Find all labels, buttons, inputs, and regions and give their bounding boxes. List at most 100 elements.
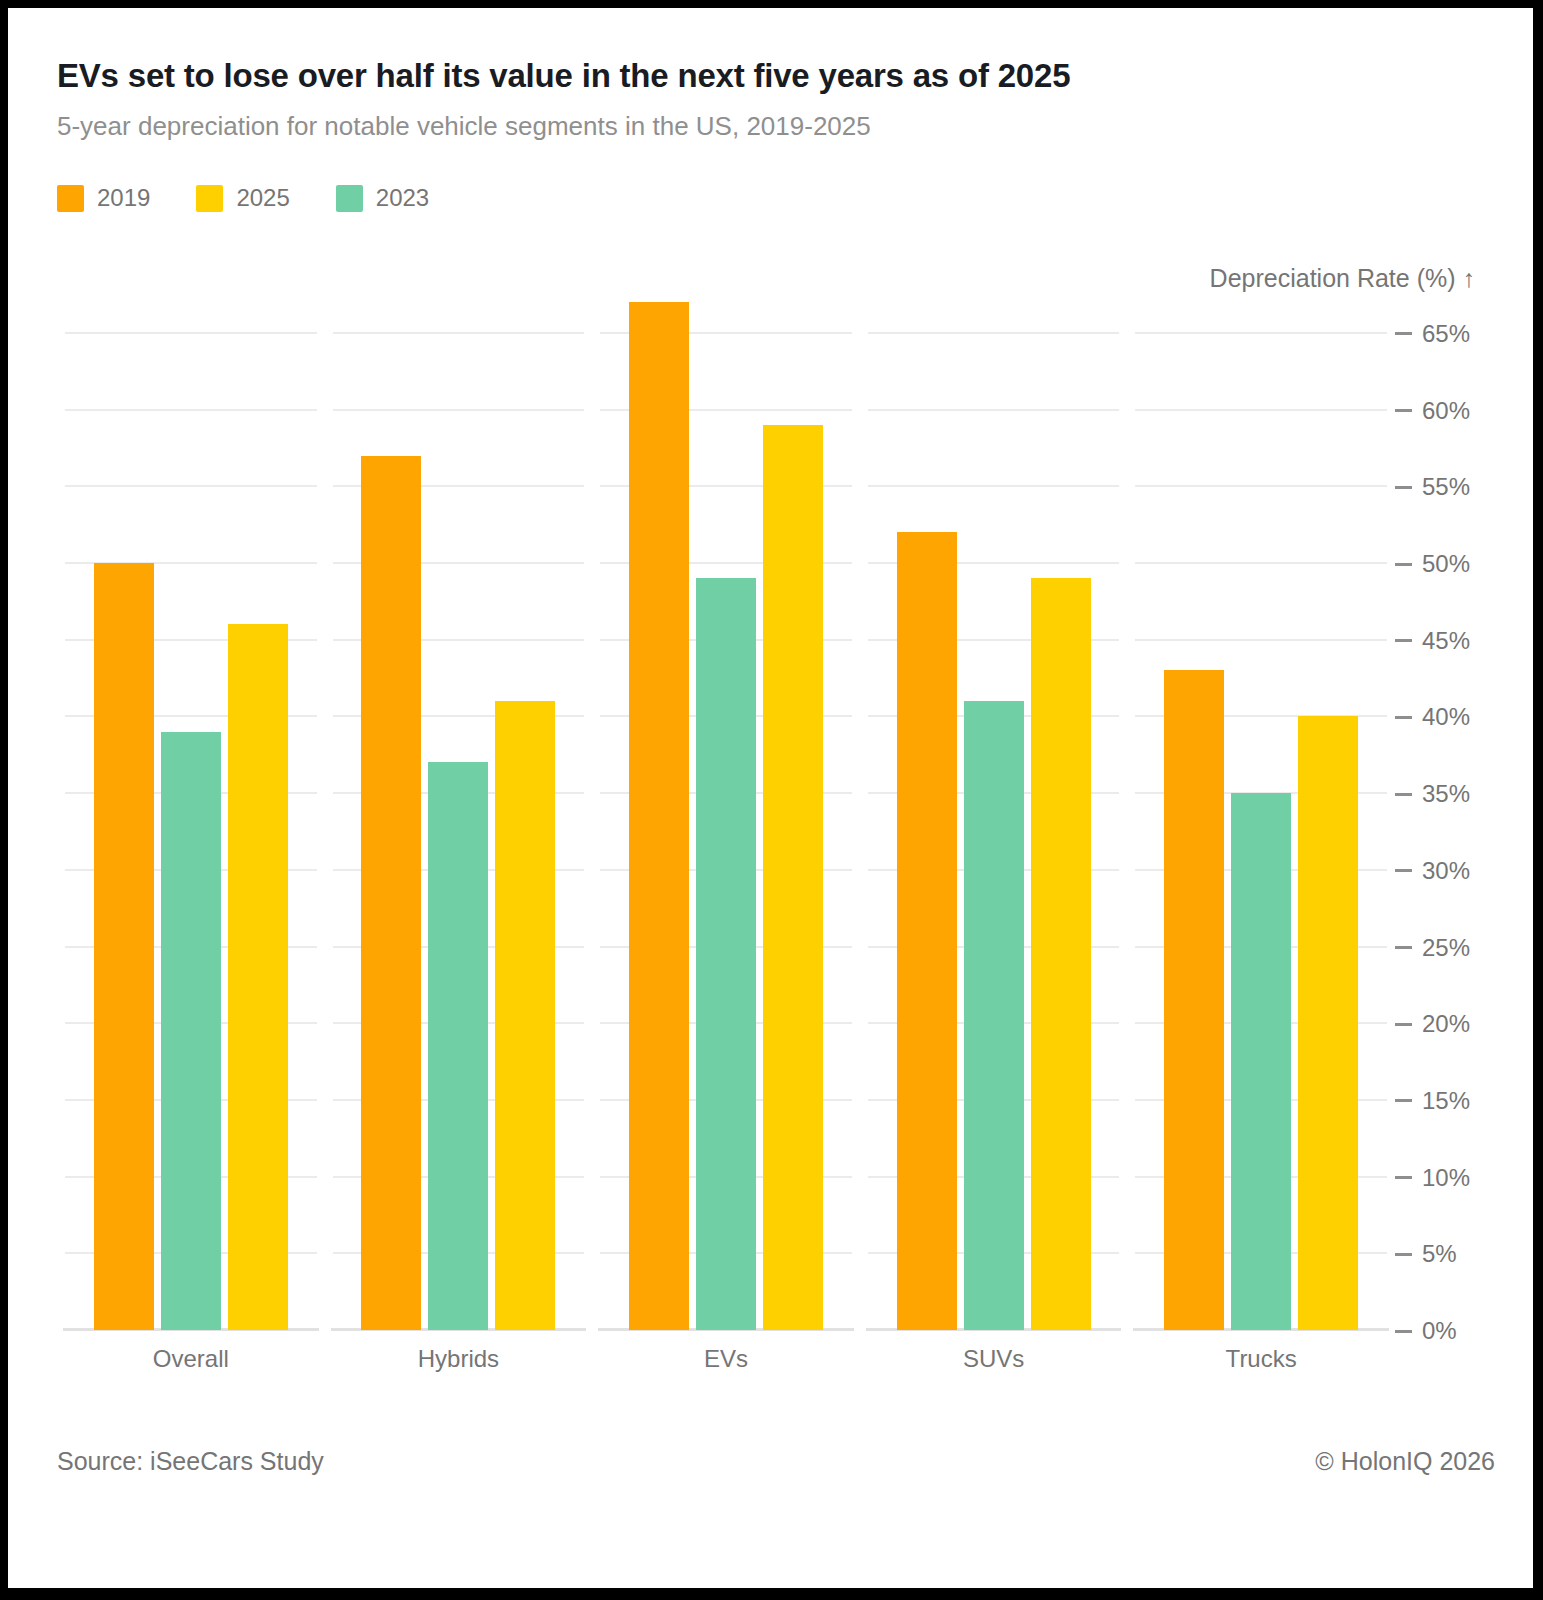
gridline bbox=[1135, 639, 1387, 641]
tick-label: 55% bbox=[1422, 473, 1470, 501]
legend-label: 2025 bbox=[236, 184, 289, 212]
gridline bbox=[868, 485, 1120, 487]
tick-mark bbox=[1395, 1253, 1412, 1256]
gridline bbox=[868, 332, 1120, 334]
bar-2025-evs[interactable] bbox=[763, 425, 823, 1330]
category-group-trucks bbox=[1127, 256, 1395, 1331]
legend-label: 2023 bbox=[376, 184, 429, 212]
tick-label: 25% bbox=[1422, 934, 1470, 962]
legend-swatch-2025 bbox=[196, 185, 223, 212]
gridline bbox=[65, 485, 317, 487]
bar-2023-overall[interactable] bbox=[161, 732, 221, 1330]
category-group-suvs bbox=[860, 256, 1128, 1331]
bar-group bbox=[860, 532, 1128, 1330]
y-axis-tick-0: 0% bbox=[1395, 1317, 1457, 1345]
tick-label: 15% bbox=[1422, 1087, 1470, 1115]
bar-2023-suvs[interactable] bbox=[964, 701, 1024, 1330]
category-group-hybrids bbox=[325, 256, 593, 1331]
y-axis-title: Depreciation Rate (%) ↑ bbox=[1210, 264, 1475, 293]
y-axis-tick-65: 65% bbox=[1395, 320, 1470, 348]
tick-label: 35% bbox=[1422, 780, 1470, 808]
bar-2019-suvs[interactable] bbox=[897, 532, 957, 1330]
source-note: Source: iSeeCars Study bbox=[57, 1447, 324, 1476]
x-axis-label-hybrids: Hybrids bbox=[325, 1345, 593, 1373]
y-axis-tick-35: 35% bbox=[1395, 780, 1470, 808]
x-axis-label-suvs: SUVs bbox=[860, 1345, 1128, 1373]
copyright-note: © HolonIQ 2026 bbox=[1315, 1447, 1495, 1476]
bar-2019-evs[interactable] bbox=[629, 302, 689, 1330]
y-axis-tick-5: 5% bbox=[1395, 1240, 1457, 1268]
y-axis-tick-25: 25% bbox=[1395, 934, 1470, 962]
page-subtitle: 5-year depreciation for notable vehicle … bbox=[57, 111, 1503, 142]
y-axis-tick-60: 60% bbox=[1395, 397, 1470, 425]
bar-group bbox=[325, 456, 593, 1330]
y-axis-tick-45: 45% bbox=[1395, 627, 1470, 655]
tick-label: 50% bbox=[1422, 550, 1470, 578]
tick-label: 45% bbox=[1422, 627, 1470, 655]
gridline bbox=[333, 332, 585, 334]
chart: Depreciation Rate (%) ↑ 0% 5% 10% 15% 20% 25%… bbox=[57, 256, 1503, 1373]
y-axis-tick-55: 55% bbox=[1395, 473, 1470, 501]
category-group-evs bbox=[592, 256, 860, 1331]
gridline bbox=[1135, 332, 1387, 334]
legend: 2019 2025 2023 bbox=[57, 184, 1503, 212]
gridline bbox=[65, 332, 317, 334]
x-axis-labels: OverallHybridsEVsSUVsTrucks bbox=[57, 1345, 1395, 1373]
y-axis: 0%5%10%15%20%25%30%35%40%45%50%55%60%65% bbox=[1395, 256, 1503, 1331]
y-axis-tick-20: 20% bbox=[1395, 1010, 1470, 1038]
tick-label: 60% bbox=[1422, 397, 1470, 425]
legend-item-2019[interactable]: 2019 bbox=[57, 184, 150, 212]
y-axis-tick-15: 15% bbox=[1395, 1087, 1470, 1115]
tick-mark bbox=[1395, 1099, 1412, 1102]
x-axis-label-trucks: Trucks bbox=[1127, 1345, 1395, 1373]
gridline bbox=[1135, 562, 1387, 564]
tick-label: 40% bbox=[1422, 703, 1470, 731]
tick-label: 10% bbox=[1422, 1164, 1470, 1192]
gridline bbox=[868, 409, 1120, 411]
tick-mark bbox=[1395, 486, 1412, 489]
gridline bbox=[65, 409, 317, 411]
gridline bbox=[333, 409, 585, 411]
bar-2025-suvs[interactable] bbox=[1031, 578, 1091, 1330]
y-axis-tick-10: 10% bbox=[1395, 1164, 1470, 1192]
y-axis-tick-50: 50% bbox=[1395, 550, 1470, 578]
tick-mark bbox=[1395, 946, 1412, 949]
bar-group bbox=[592, 302, 860, 1330]
tick-mark bbox=[1395, 1176, 1412, 1179]
category-group-overall bbox=[57, 256, 325, 1331]
y-axis-tick-40: 40% bbox=[1395, 703, 1470, 731]
legend-label: 2019 bbox=[97, 184, 150, 212]
tick-mark bbox=[1395, 563, 1412, 566]
bar-group bbox=[1127, 670, 1395, 1330]
tick-mark bbox=[1395, 409, 1412, 412]
x-axis-label-evs: EVs bbox=[592, 1345, 860, 1373]
tick-mark bbox=[1395, 332, 1412, 335]
gridline bbox=[1135, 409, 1387, 411]
tick-label: 65% bbox=[1422, 320, 1470, 348]
y-axis-tick-30: 30% bbox=[1395, 857, 1470, 885]
tick-mark bbox=[1395, 716, 1412, 719]
footer: Source: iSeeCars Study © HolonIQ 2026 bbox=[57, 1447, 1503, 1476]
legend-item-2025[interactable]: 2025 bbox=[196, 184, 289, 212]
bar-2019-hybrids[interactable] bbox=[361, 456, 421, 1330]
bar-2019-overall[interactable] bbox=[94, 563, 154, 1330]
tick-mark bbox=[1395, 639, 1412, 642]
tick-label: 5% bbox=[1422, 1240, 1457, 1268]
bar-2023-hybrids[interactable] bbox=[428, 762, 488, 1330]
bar-2025-hybrids[interactable] bbox=[495, 701, 555, 1330]
tick-label: 20% bbox=[1422, 1010, 1470, 1038]
tick-label: 30% bbox=[1422, 857, 1470, 885]
chart-card: EVs set to lose over half its value in t… bbox=[8, 8, 1533, 1588]
bar-2025-overall[interactable] bbox=[228, 624, 288, 1330]
tick-mark bbox=[1395, 1023, 1412, 1026]
tick-mark bbox=[1395, 869, 1412, 872]
bar-2023-trucks[interactable] bbox=[1231, 793, 1291, 1330]
plot-area bbox=[57, 256, 1395, 1331]
bar-2023-evs[interactable] bbox=[696, 578, 756, 1330]
bar-2025-trucks[interactable] bbox=[1298, 716, 1358, 1330]
legend-item-2023[interactable]: 2023 bbox=[336, 184, 429, 212]
bar-2019-trucks[interactable] bbox=[1164, 670, 1224, 1330]
gridline bbox=[1135, 485, 1387, 487]
x-axis-label-overall: Overall bbox=[57, 1345, 325, 1373]
tick-mark bbox=[1395, 1330, 1412, 1333]
